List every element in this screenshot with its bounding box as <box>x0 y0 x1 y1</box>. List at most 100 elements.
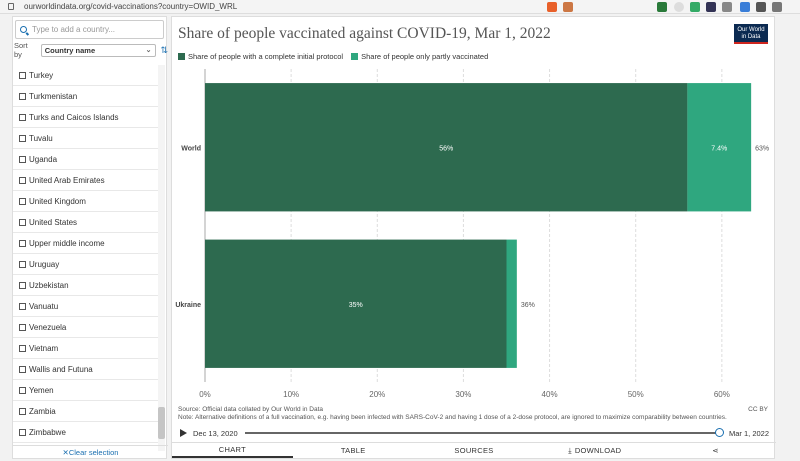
tab-share[interactable]: ⋖ <box>655 443 776 458</box>
puzzle-icon[interactable] <box>756 2 766 12</box>
play-icon[interactable] <box>180 429 187 437</box>
list-item[interactable]: Uganda <box>13 149 158 170</box>
extension-icon[interactable] <box>657 2 667 12</box>
list-item[interactable]: Turkey <box>13 65 158 86</box>
sort-row: Sort by Country name ⌄ ⇅ <box>13 41 168 59</box>
sort-select[interactable]: Country name ⌄ <box>40 43 157 57</box>
tab-download[interactable]: ⤓ DOWNLOAD <box>568 445 622 456</box>
checkbox[interactable] <box>19 260 26 268</box>
chart-title: Share of people vaccinated against COVID… <box>178 25 551 42</box>
list-item-label: Upper middle income <box>29 238 105 248</box>
chart-sources: Source: Official data collated by Our Wo… <box>178 406 727 421</box>
extension-icon[interactable] <box>722 2 732 12</box>
list-item[interactable]: United Arab Emirates <box>13 170 158 191</box>
checkbox[interactable] <box>19 302 26 310</box>
source-text[interactable]: Source: Official data collated by Our Wo… <box>178 406 323 413</box>
list-item[interactable]: Yemen <box>13 380 158 401</box>
brave-rewards-icon[interactable] <box>563 2 573 12</box>
share-icon: ⋖ <box>712 446 719 455</box>
timeline-start-label[interactable]: Dec 13, 2020 <box>193 428 238 438</box>
list-item-label: Vanuatu <box>29 301 59 311</box>
list-item[interactable]: Tuvalu <box>13 128 158 149</box>
checkbox[interactable] <box>19 428 26 436</box>
list-item[interactable]: Uzbekistan <box>13 275 158 296</box>
bar-value-label: 56% <box>439 145 453 152</box>
list-item[interactable]: United States <box>13 212 158 233</box>
list-item[interactable]: Zimbabwe <box>13 422 158 443</box>
checkbox[interactable] <box>19 92 26 100</box>
list-item-label: Uzbekistan <box>29 280 69 290</box>
list-scrollbar[interactable] <box>158 65 165 451</box>
note-text: Note: Alternative definitions of a full … <box>178 413 727 421</box>
x-tick-label: 40% <box>542 390 558 399</box>
country-list: Turkey Turkmenistan Turks and Caicos Islan… <box>13 65 158 443</box>
bar-ukraine-series-0 <box>205 239 507 368</box>
brave-shield-icon[interactable] <box>547 2 557 12</box>
checkbox[interactable] <box>19 176 26 184</box>
checkbox[interactable] <box>19 281 26 289</box>
list-item[interactable]: Turks and Caicos Islands <box>13 107 158 128</box>
list-item[interactable]: United Kingdom <box>13 191 158 212</box>
checkbox[interactable] <box>19 113 26 121</box>
chart-tabs: CHART TABLE SOURCES ⤓ DOWNLOAD ⋖ <box>172 442 776 458</box>
list-item[interactable]: Upper middle income <box>13 233 158 254</box>
lock-icon <box>8 3 14 10</box>
checkbox[interactable] <box>19 344 26 352</box>
owid-logo[interactable]: Our World in Data <box>734 24 768 44</box>
x-tick-label: 50% <box>628 390 644 399</box>
extension-icon[interactable] <box>690 2 700 12</box>
checkbox[interactable] <box>19 323 26 331</box>
x-tick-label: 0% <box>199 390 211 399</box>
list-item-label: Turks and Caicos Islands <box>29 112 119 122</box>
menu-icon[interactable] <box>772 2 782 12</box>
checkbox[interactable] <box>19 386 26 394</box>
legend-entry-complete[interactable]: Share of people with a complete initial … <box>178 52 343 61</box>
list-item-label: Zimbabwe <box>29 427 66 437</box>
sort-order-icon[interactable]: ⇅ <box>160 44 168 55</box>
url-text[interactable]: ourworldindata.org/covid-vaccinations?co… <box>24 2 238 11</box>
checkbox[interactable] <box>19 71 26 79</box>
sort-value: Country name <box>44 45 96 55</box>
checkbox[interactable] <box>19 134 26 142</box>
list-item[interactable]: Turkmenistan <box>13 86 158 107</box>
legend-entry-partial[interactable]: Share of people only partly vaccinated <box>351 52 488 61</box>
sort-label: Sort by <box>14 41 28 59</box>
timeline-handle[interactable] <box>715 428 724 437</box>
checkbox[interactable] <box>19 155 26 163</box>
extension-icon[interactable] <box>674 2 684 12</box>
search-icon <box>20 26 27 33</box>
list-item-label: United Kingdom <box>29 196 86 206</box>
list-item[interactable]: Uruguay <box>13 254 158 275</box>
chart-legend: Share of people with a complete initial … <box>178 52 496 61</box>
timeline: Dec 13, 2020 Mar 1, 2022 <box>172 424 776 442</box>
extension-icon[interactable] <box>740 2 750 12</box>
timeline-track[interactable] <box>245 432 719 434</box>
list-item[interactable]: Vietnam <box>13 338 158 359</box>
checkbox[interactable] <box>19 407 26 415</box>
list-item[interactable]: Zambia <box>13 401 158 422</box>
x-tick-label: 20% <box>369 390 385 399</box>
tab-table[interactable]: TABLE <box>340 446 366 455</box>
x-tick-label: 30% <box>455 390 471 399</box>
legend-swatch <box>178 53 185 60</box>
checkbox[interactable] <box>19 365 26 373</box>
list-item-label: Uruguay <box>29 259 60 269</box>
tab-sources[interactable]: SOURCES <box>454 446 494 455</box>
category-label: Ukraine <box>175 302 201 309</box>
list-item[interactable]: Wallis and Futuna <box>13 359 158 380</box>
checkbox[interactable] <box>19 239 26 247</box>
timeline-end-label[interactable]: Mar 1, 2022 <box>729 429 770 438</box>
clear-selection-button[interactable]: ✕Clear selection <box>13 445 168 458</box>
bar-ukraine-series-1 <box>506 239 517 368</box>
checkbox[interactable] <box>19 218 26 226</box>
list-item[interactable]: Venezuela <box>13 317 158 338</box>
checkbox[interactable] <box>19 197 26 205</box>
extension-icon[interactable] <box>706 2 716 12</box>
license-link[interactable]: CC BY <box>748 406 768 413</box>
scrollbar-thumb[interactable] <box>158 407 165 439</box>
search-input[interactable]: Type to add a country... <box>15 20 164 39</box>
list-item[interactable]: Vanuatu <box>13 296 158 317</box>
search-placeholder: Type to add a country... <box>32 25 116 34</box>
chevron-down-icon: ⌄ <box>145 47 152 54</box>
tab-chart[interactable]: CHART <box>172 443 293 458</box>
